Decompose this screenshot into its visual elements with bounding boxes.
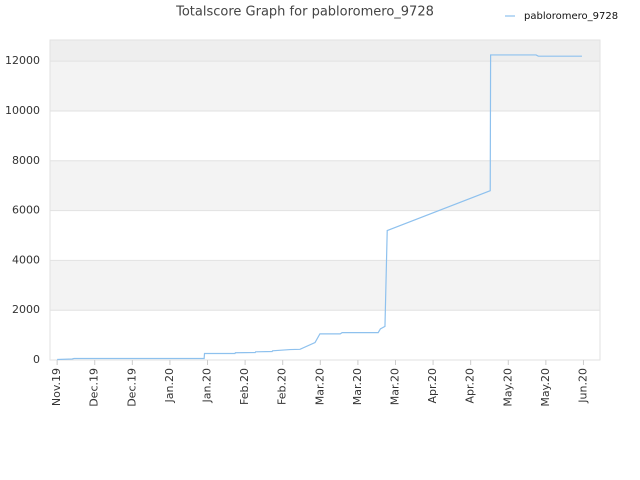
x-tick-label: Feb.20 [238, 368, 251, 405]
plot-frame [49, 39, 601, 361]
x-tick-label: Apr.20 [464, 368, 477, 404]
x-tick-label: Apr.20 [426, 368, 439, 404]
legend-label: pabloromero_9728 [524, 11, 618, 22]
y-tick-label: 6000 [12, 204, 40, 217]
x-tick-label: Dec.19 [125, 368, 138, 407]
y-tick-label: 2000 [12, 303, 40, 316]
y-tick-label: 12000 [5, 54, 40, 67]
x-tick-label: Jun.20 [576, 368, 589, 404]
x-tick-label: Dec.19 [88, 368, 101, 407]
y-tick-label: 0 [33, 353, 40, 366]
x-tick-label: May.20 [501, 368, 514, 407]
band [50, 160, 600, 211]
band [50, 61, 600, 111]
line [57, 54, 582, 361]
chart-title: Totalscore Graph for pabloromero_9728 [175, 5, 434, 20]
y-tick-label: 8000 [12, 154, 40, 167]
band [50, 260, 600, 311]
y-tick-label: 10000 [5, 104, 40, 117]
y-tick-label: 4000 [12, 253, 40, 266]
band [50, 40, 600, 62]
x-tick-label: Feb.20 [276, 368, 289, 405]
x-tick-label: Mar.20 [313, 368, 326, 405]
x-tick-label: Mar.20 [388, 368, 401, 405]
x-tick-label: Jan.20 [201, 368, 214, 403]
x-tick-label: Nov.19 [50, 368, 63, 406]
x-tick-label: Mar.20 [351, 368, 364, 405]
x-tick-label: May.20 [539, 368, 552, 407]
x-tick-label: Jan.20 [163, 368, 176, 403]
